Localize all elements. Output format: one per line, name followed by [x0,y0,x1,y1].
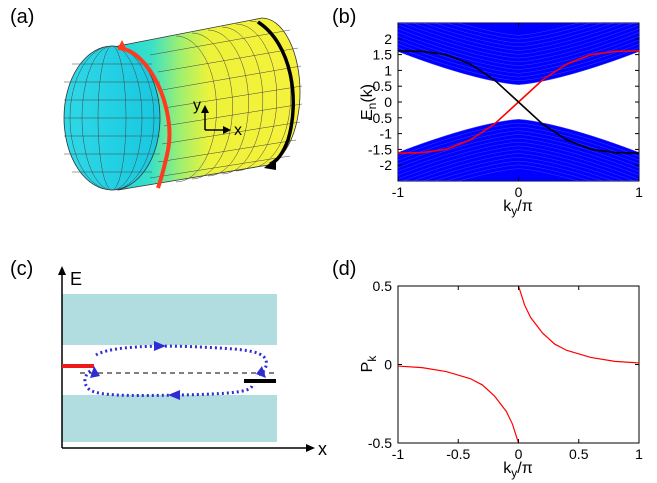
loop-arrow-upper [154,341,166,351]
bulk-subband-line [398,39,639,74]
series-line [517,286,639,364]
bulk-subband-line [398,28,639,63]
body-grid-lines [149,29,303,179]
loop-arrow-left [90,366,100,378]
bulk-subband-line [398,24,639,59]
x-tick-label: 1 [635,184,643,200]
bulk-subband-line [398,164,639,181]
bulk-subband-line [398,51,639,85]
bulk-subband-line [398,157,639,181]
y-tick-label: 0 [384,94,392,110]
y-tick-label: 1 [384,62,392,78]
bulk-subband-line [398,145,639,180]
y-tick-label: 2 [384,31,392,47]
y-axis-arrowhead [201,105,209,113]
bulk-subband-line [398,36,639,70]
bulk-subband-line [398,23,639,55]
cylinder-diagram: y x [63,17,303,191]
energy-axis-arrowhead [58,266,66,275]
y-tick-label: 0.5 [373,78,393,94]
red-edge-arrow [118,40,128,52]
bulk-bands [398,23,639,181]
y-tick-label: 0 [384,357,392,373]
red-edge-loop [117,46,172,189]
chart-b-xlabel: ky/π [503,198,532,218]
x-tick-label: 0 [515,184,523,200]
bulk-subband-line [398,23,639,40]
chart-d-frame [397,285,640,444]
chart-d: -1 -0.5 0 0.5 10.50-0.5 ky/π Pk [359,278,643,480]
bulk-subband-line [398,160,639,181]
bulk-subband-line [398,32,639,66]
axis-x-label: x [234,122,242,139]
lower-bulk-band [398,119,639,181]
panel-label-a: (a) [10,6,35,28]
bulk-subband-line [398,153,639,181]
chart-d-xlabel: ky/π [503,460,532,480]
y-tick-label: -1.5 [368,141,392,157]
bulk-subband-line [398,47,639,82]
chart-b-ticks: -1 0 121.510.50-0.5-1-1.5-2 [368,23,643,200]
y-tick-label: -2 [380,157,393,173]
series-line [398,50,639,154]
cap-grid [64,45,160,191]
y-tick-label: -0.5 [368,110,392,126]
black-edge-loop [257,20,295,166]
loop-arrow-lower [168,390,180,400]
axis-y-label: y [193,97,201,114]
bulk-subband-line [398,122,639,157]
position-axis-arrowhead [306,444,315,452]
bulk-subband-line [398,138,639,172]
bulk-subband-line [398,149,639,181]
bulk-subband-line [398,119,639,153]
band-schematic: E x [58,266,327,459]
axis-x-label-c: x [318,439,327,459]
bulk-subband-line [398,43,639,78]
x-tick-label: -1 [392,446,405,462]
chart-d-ticks: -1 -0.5 0 0.5 10.50-0.5 [368,278,643,462]
x-tick-label: -0.5 [446,446,470,462]
black-edge-arrow [264,158,276,170]
bulk-subband-line [398,23,639,44]
bulk-subband-line [398,23,639,51]
panel-label-b: (b) [332,6,357,28]
bulk-subband-line [398,126,639,161]
y-tick-label: -1 [380,126,393,142]
y-tick-label: -0.5 [368,435,392,451]
chart-b-ylabel: En(k) [359,84,379,120]
chart-d-series [398,286,639,443]
axis-e-label: E [70,269,82,289]
bulk-subband-line [398,23,639,36]
chart-b-series [398,50,639,154]
loop-arrow-right [256,366,266,378]
panel-label-d: (d) [332,258,357,280]
chart-b: -1 0 121.510.50-0.5-1-1.5-2 ky/π En(k) [359,22,643,218]
lower-loop-path [83,368,254,397]
bulk-subband-line [398,134,639,168]
series-line [398,365,520,443]
x-tick-label: 0.5 [569,446,589,462]
bulk-subband-line [398,168,639,181]
upper-loop-path [95,344,268,378]
chart-d-ylabel: Pk [359,355,379,373]
y-tick-label: 0.5 [373,278,393,294]
x-tick-label: 0 [515,446,523,462]
x-tick-label: -1 [392,184,405,200]
bulk-subband-line [398,130,639,165]
x-axis-arrowhead [223,126,231,134]
bulk-subband-line [398,23,639,47]
upper-bulk-band [398,23,639,85]
y-tick-label: 1.5 [373,47,393,63]
gap-region [62,345,277,395]
panel-label-c: (c) [10,258,34,280]
bulk-subband-line [398,141,639,176]
x-tick-label: 1 [635,446,643,462]
